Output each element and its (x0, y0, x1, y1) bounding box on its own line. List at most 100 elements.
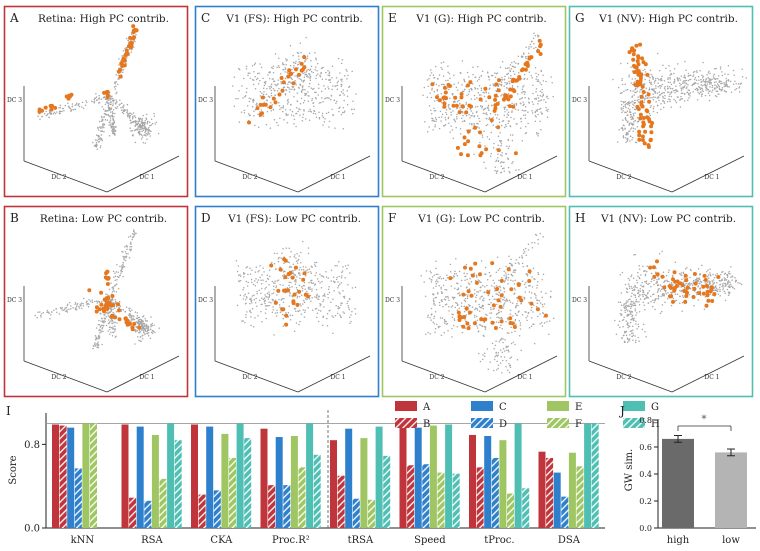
scatter-point (149, 328, 152, 331)
scatter-point (642, 301, 645, 304)
scatter-point (510, 74, 512, 77)
scatter-point (529, 43, 532, 46)
highlight-point (637, 129, 642, 134)
scatter-point (668, 95, 670, 98)
scatter-point (141, 337, 144, 340)
scatter-point (461, 83, 463, 86)
scatter-point (508, 371, 511, 374)
scatter-point (500, 94, 502, 97)
scatter-point (263, 297, 266, 300)
scatter-point (293, 255, 295, 258)
scatter-point (41, 115, 43, 118)
scatter-point (668, 98, 670, 100)
scatter-point (261, 92, 263, 95)
scatter-point (315, 91, 317, 93)
scatter-point (107, 104, 110, 107)
scatter-point (280, 299, 283, 301)
scatter-point (442, 305, 444, 308)
scatter-point (626, 310, 629, 312)
scatter-point (536, 299, 538, 301)
scatter-point (81, 302, 83, 305)
axis-line (484, 155, 558, 193)
scatter-point (537, 100, 540, 102)
scatter-point (458, 307, 460, 310)
scatter-point (699, 274, 701, 276)
highlight-point (292, 292, 297, 297)
scatter-point (655, 297, 657, 300)
scatter-point (300, 269, 303, 271)
scatter-point (714, 68, 716, 70)
scatter-point (243, 111, 246, 114)
scatter-point (302, 240, 304, 243)
scatter-point (299, 103, 302, 105)
scatter-point (101, 116, 103, 119)
scatter-point (476, 319, 479, 321)
scatter-point (246, 311, 248, 313)
scatter-point (646, 270, 648, 273)
scatter-point (709, 90, 711, 92)
scatter-point (656, 111, 659, 114)
scatter-point (99, 145, 102, 147)
scatter-point (265, 286, 267, 289)
scatter-point (503, 78, 506, 81)
scatter-point (289, 81, 292, 84)
scatter-point (48, 116, 50, 119)
scatter-point (246, 266, 249, 268)
scatter-point (627, 102, 629, 104)
scatter-point (347, 264, 349, 266)
scatter-point (270, 89, 273, 92)
scatter-point (622, 107, 624, 110)
scatter-point (542, 235, 544, 238)
scatter-point (693, 78, 696, 81)
scatter-point (270, 66, 273, 69)
scatter-point (694, 76, 697, 79)
scatter-point (289, 318, 292, 321)
scatter-point (515, 304, 518, 307)
scatter-point (350, 314, 352, 316)
scatter-point (530, 306, 533, 309)
scatter-point (450, 285, 453, 287)
scatter-point (733, 287, 736, 290)
scatter-point (293, 71, 295, 74)
scatter-point (92, 347, 94, 350)
scatter-point (304, 309, 306, 311)
scatter-point (153, 324, 155, 327)
scatter-point (459, 132, 462, 135)
scatter-point (434, 304, 436, 306)
scatter-point (275, 268, 277, 270)
scatter-point (138, 322, 141, 325)
scatter-point (724, 285, 726, 287)
scatter-point (519, 102, 522, 104)
scatter-point (526, 319, 528, 322)
scatter-point (313, 87, 315, 90)
scatter-point (497, 351, 500, 354)
scatter-point (252, 283, 255, 286)
scatter-point (455, 273, 457, 275)
scatter-point (113, 120, 116, 123)
scatter-point (146, 332, 149, 335)
scatter-point (267, 278, 270, 280)
scatter-point (466, 278, 468, 281)
axis-line (401, 360, 486, 393)
scatter-point (652, 293, 654, 296)
scatter-point (452, 137, 455, 139)
scatter-point (541, 312, 544, 314)
scatter-point (98, 141, 100, 143)
scatter-point (114, 129, 117, 132)
axis-line (588, 360, 673, 393)
scatter-point (685, 69, 687, 72)
scatter-point (500, 154, 502, 156)
scatter-point (495, 271, 498, 274)
highlight-point (479, 151, 484, 156)
scatter-point (701, 89, 704, 91)
highlight-point (125, 322, 130, 327)
scatter-point (513, 73, 516, 76)
scatter-point (337, 57, 340, 60)
scatter-point (649, 106, 652, 108)
scatter-point (239, 273, 241, 276)
scatter-point (246, 87, 248, 90)
scatter-point (496, 303, 498, 306)
scatter-point (532, 37, 535, 40)
scatter-point (337, 284, 340, 287)
scatter-point (78, 105, 81, 108)
